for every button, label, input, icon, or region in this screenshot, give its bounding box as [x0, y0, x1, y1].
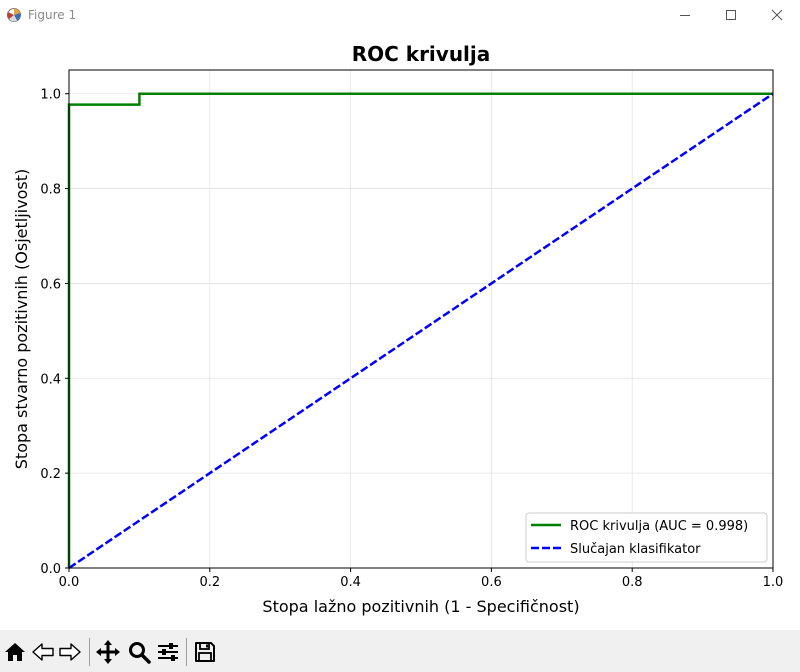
home-button[interactable]	[2, 639, 28, 665]
y-tick-label: 0.2	[40, 467, 61, 482]
legend: ROC krivulja (AUC = 0.998) Slučajan klas…	[525, 512, 768, 563]
axis-ticks: 0.0 0.2 0.4 0.6 0.8 1.0 0.0 0.2 0.4 0.6 0.8 1.0	[40, 88, 783, 590]
y-tick-label: 0.4	[40, 372, 61, 387]
x-tick-label: 1.0	[763, 575, 784, 590]
save-button[interactable]	[192, 639, 218, 665]
x-tick-label: 0.6	[481, 575, 502, 590]
legend-label-roc: ROC krivulja (AUC = 0.998)	[570, 519, 748, 534]
back-button[interactable]	[30, 639, 56, 665]
home-icon	[5, 643, 25, 661]
toolbar-separator	[89, 638, 90, 666]
matplotlib-logo-icon	[7, 8, 21, 22]
minimize-button[interactable]	[662, 0, 708, 30]
x-tick-label: 0.0	[59, 575, 80, 590]
back-arrow-icon	[32, 643, 54, 661]
configure-subplots-button[interactable]	[155, 639, 181, 665]
close-button[interactable]	[754, 0, 800, 30]
y-tick-label: 0.0	[40, 562, 61, 577]
maximize-button[interactable]	[708, 0, 754, 30]
maximize-icon	[726, 10, 736, 20]
legend-box	[525, 512, 768, 563]
x-tick-label: 0.2	[199, 575, 220, 590]
toolbar-separator	[186, 638, 187, 666]
forward-button[interactable]	[57, 639, 83, 665]
navigation-toolbar	[0, 630, 800, 672]
y-tick-label: 0.6	[40, 277, 61, 292]
plot-frame	[68, 69, 774, 569]
figure-canvas[interactable]: 0.0 0.2 0.4 0.6 0.8 1.0 0.0 0.2 0.4 0.6 0.8 1.0 ROC…	[0, 30, 800, 630]
y-tick-label: 1.0	[40, 88, 61, 103]
x-tick-label: 0.8	[622, 575, 643, 590]
grid	[68, 70, 774, 569]
legend-label-random: Slučajan klasifikator	[570, 542, 701, 557]
zoom-button[interactable]	[126, 639, 152, 665]
y-tick-label: 0.8	[40, 183, 61, 198]
pan-icon	[96, 640, 120, 664]
title-bar: Figure 1	[0, 0, 800, 30]
roc-chart: 0.0 0.2 0.4 0.6 0.8 1.0 0.0 0.2 0.4 0.6 0.8 1.0 ROC…	[12, 42, 783, 616]
chart-title: ROC krivulja	[352, 42, 491, 66]
x-axis-label: Stopa lažno pozitivnih (1 - Specifičnost…	[262, 597, 579, 616]
close-icon	[771, 9, 783, 21]
minimize-icon	[680, 15, 690, 16]
random-classifier-line	[68, 92, 774, 570]
configure-subplots-icon	[158, 643, 178, 661]
series-lines	[67, 92, 774, 570]
pan-button[interactable]	[95, 639, 121, 665]
save-icon	[195, 642, 215, 662]
y-axis-label: Stopa stvarno pozitivnih (Osjetljivost)	[12, 169, 31, 469]
zoom-icon	[129, 642, 151, 664]
x-tick-label: 0.4	[340, 575, 361, 590]
forward-arrow-icon	[59, 643, 81, 661]
window-title: Figure 1	[28, 8, 77, 22]
